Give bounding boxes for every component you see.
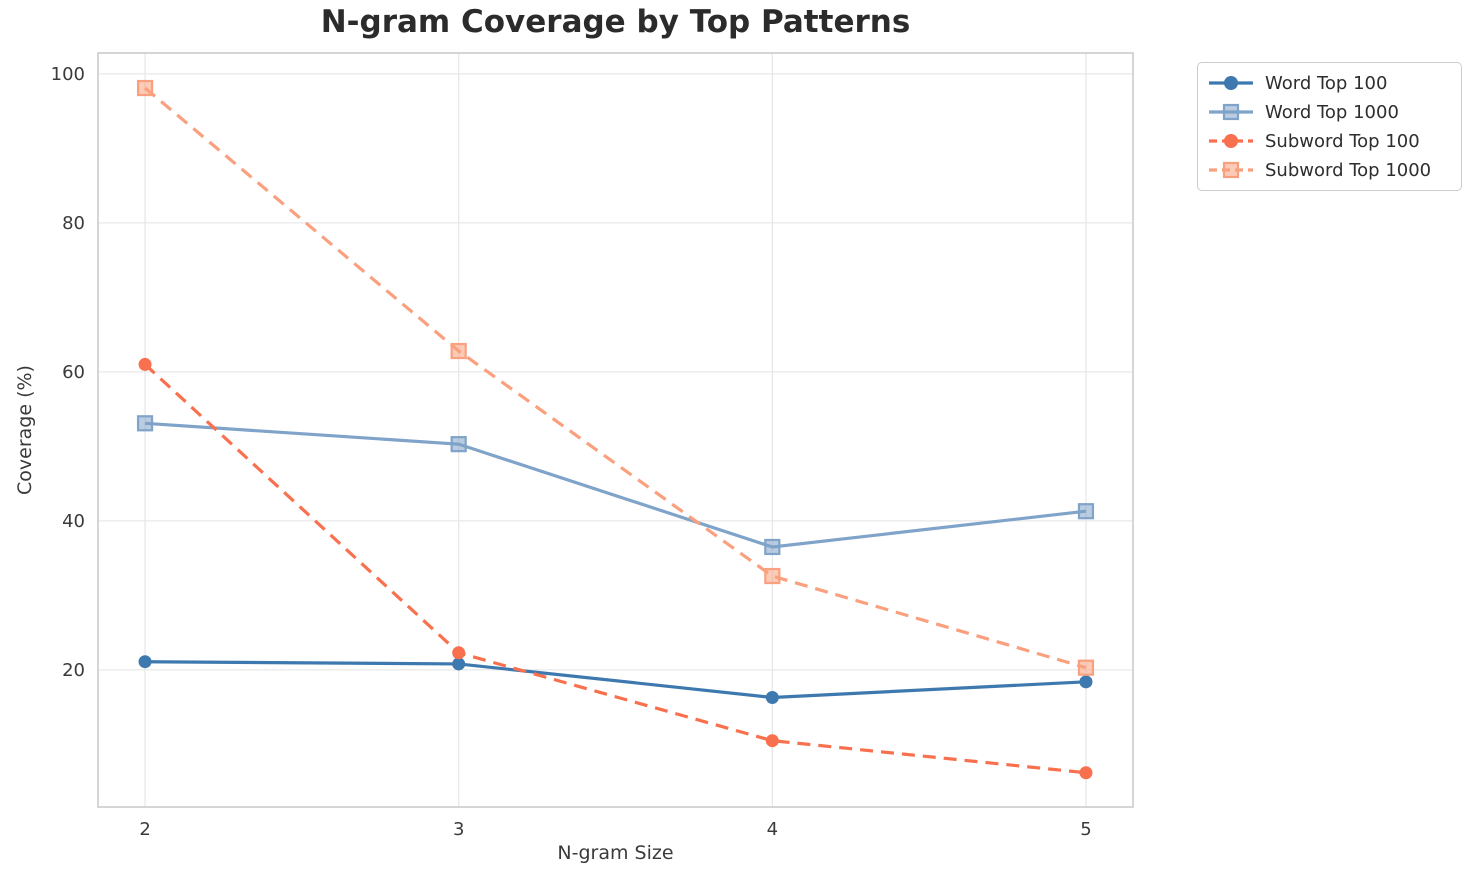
marker-word-top-1000 xyxy=(450,436,467,453)
marker-subword-top-1000 xyxy=(1077,659,1095,676)
marker-word-top-100 xyxy=(138,655,152,669)
series-line-subword-top-1000 xyxy=(144,86,1087,670)
y-tick-label: 20 xyxy=(62,660,85,681)
legend-item-word-top-100: Word Top 100 xyxy=(1208,72,1451,94)
legend-marker-circle-icon xyxy=(1224,134,1238,148)
x-tick-label: 3 xyxy=(453,819,464,840)
legend-sample-square-icon xyxy=(1209,103,1253,121)
marker-word-top-1000 xyxy=(764,538,781,556)
legend: Word Top 100 Word Top 1000 Subword Top 100… xyxy=(1197,62,1462,191)
legend-marker-square-icon xyxy=(1222,161,1240,179)
marker-word-top-1000 xyxy=(1077,503,1095,520)
y-tick-label: 100 xyxy=(51,64,85,85)
y-tick-label: 80 xyxy=(62,213,85,234)
legend-marker-circle-icon xyxy=(1224,76,1238,90)
series-line-subword-top-100 xyxy=(143,363,1087,775)
legend-label: Subword Top 100 xyxy=(1265,130,1420,152)
marker-subword-top-1000 xyxy=(136,79,154,97)
legend-item-subword-top-100: Subword Top 100 xyxy=(1208,130,1451,152)
x-axis-label: N-gram Size xyxy=(557,842,674,864)
marker-word-top-100 xyxy=(452,657,466,671)
legend-sample-circle-icon xyxy=(1209,134,1253,148)
plot-border xyxy=(97,52,1134,808)
legend-sample-square-icon xyxy=(1209,161,1253,179)
marker-subword-top-100 xyxy=(138,357,152,371)
y-axis-label: Coverage (%) xyxy=(14,365,36,495)
legend-item-word-top-1000: Word Top 1000 xyxy=(1208,101,1451,123)
legend-label: Word Top 1000 xyxy=(1265,101,1399,123)
legend-label: Subword Top 1000 xyxy=(1265,159,1432,181)
marker-word-top-100 xyxy=(765,690,779,704)
x-tick-label: 5 xyxy=(1080,819,1091,840)
legend-label: Word Top 100 xyxy=(1265,72,1388,94)
marker-word-top-1000 xyxy=(136,415,154,432)
marker-word-top-100 xyxy=(1079,675,1093,689)
chart-title: N-gram Coverage by Top Patterns xyxy=(320,4,911,40)
series-line-word-top-1000 xyxy=(144,421,1087,549)
marker-subword-top-1000 xyxy=(764,567,781,585)
marker-subword-top-100 xyxy=(452,646,466,660)
marker-subword-top-1000 xyxy=(450,342,467,360)
x-tick-label: 4 xyxy=(767,819,778,840)
y-tick-label: 40 xyxy=(62,511,85,532)
y-tick-label: 60 xyxy=(62,362,85,383)
x-tick-label: 2 xyxy=(139,819,150,840)
legend-item-subword-top-1000: Subword Top 1000 xyxy=(1208,159,1451,181)
legend-marker-square-icon xyxy=(1222,103,1240,121)
series-line-word-top-100 xyxy=(145,660,1087,700)
marker-subword-top-100 xyxy=(765,734,779,748)
legend-sample-circle-icon xyxy=(1209,76,1253,90)
marker-subword-top-100 xyxy=(1079,766,1093,780)
